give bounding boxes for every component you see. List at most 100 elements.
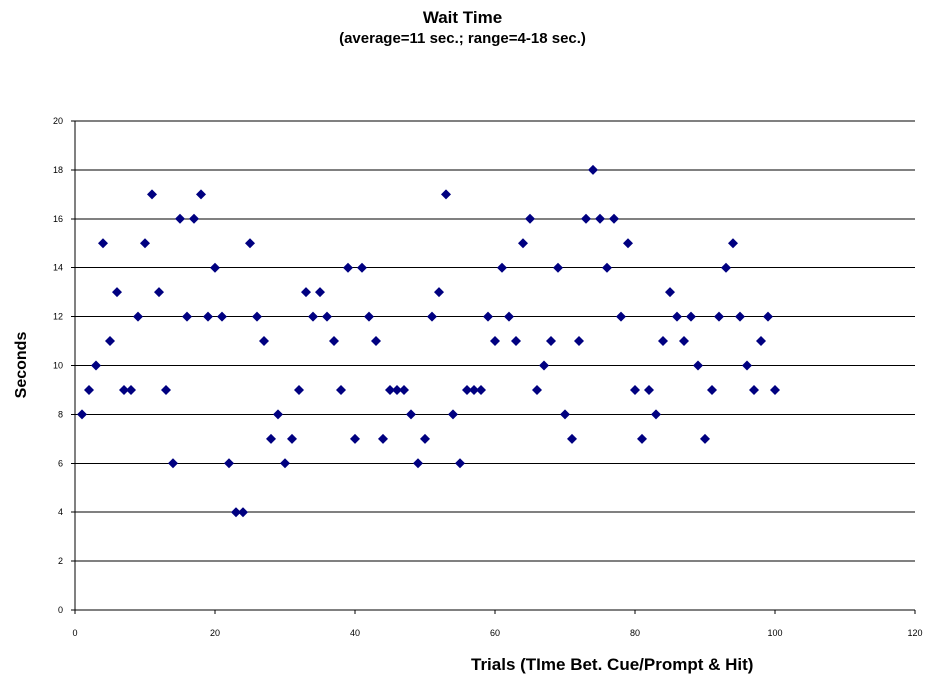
data-point [770, 384, 780, 395]
data-point [259, 336, 269, 347]
x-tick-label: 20 [210, 628, 220, 638]
y-tick-label: 8 [58, 409, 63, 419]
data-point [378, 433, 388, 444]
data-point [574, 336, 584, 347]
data-point [518, 238, 528, 249]
data-point [147, 189, 157, 200]
data-point [154, 287, 164, 298]
data-point [637, 433, 647, 444]
data-point [609, 213, 619, 224]
data-point [231, 507, 241, 518]
x-tick-label: 60 [490, 628, 500, 638]
data-point [273, 409, 283, 420]
data-point [721, 262, 731, 273]
data-point [511, 336, 521, 347]
data-point [175, 213, 185, 224]
data-point [742, 360, 752, 371]
data-point [140, 238, 150, 249]
data-point [105, 336, 115, 347]
y-tick-label: 10 [53, 361, 63, 371]
data-point [679, 336, 689, 347]
data-point [364, 311, 374, 322]
data-point [630, 384, 640, 395]
data-point [98, 238, 108, 249]
data-point [490, 336, 500, 347]
y-tick-label: 16 [53, 214, 63, 224]
data-point [350, 433, 360, 444]
data-point [560, 409, 570, 420]
y-tick-label: 6 [58, 458, 63, 468]
data-point [644, 384, 654, 395]
data-point [196, 189, 206, 200]
data-point [427, 311, 437, 322]
x-tick-label: 80 [630, 628, 640, 638]
data-point [91, 360, 101, 371]
data-point [756, 336, 766, 347]
data-point [112, 287, 122, 298]
data-point [203, 311, 213, 322]
y-tick-labels: 0 2 4 6 8 10 12 14 16 18 20 [53, 116, 63, 615]
data-point [357, 262, 367, 273]
data-point [441, 189, 451, 200]
data-point [763, 311, 773, 322]
data-point [483, 311, 493, 322]
data-point [343, 262, 353, 273]
y-tick-label: 12 [53, 312, 63, 322]
data-point [469, 384, 479, 395]
data-point [399, 384, 409, 395]
data-point [371, 336, 381, 347]
data-point [553, 262, 563, 273]
data-point [420, 433, 430, 444]
data-point [525, 213, 535, 224]
data-point [546, 336, 556, 347]
data-point [336, 384, 346, 395]
data-points [77, 164, 780, 518]
data-point [497, 262, 507, 273]
data-point [686, 311, 696, 322]
data-point [665, 287, 675, 298]
data-point [448, 409, 458, 420]
data-point [84, 384, 94, 395]
data-point [315, 287, 325, 298]
data-point [168, 458, 178, 469]
data-point [749, 384, 759, 395]
data-point [616, 311, 626, 322]
data-point [434, 287, 444, 298]
data-point [119, 384, 129, 395]
data-point [224, 458, 234, 469]
data-point [406, 409, 416, 420]
data-point [539, 360, 549, 371]
data-point [581, 213, 591, 224]
x-tick-label: 120 [907, 628, 922, 638]
data-point [532, 384, 542, 395]
data-point [735, 311, 745, 322]
data-point [217, 311, 227, 322]
data-point [588, 164, 598, 175]
y-tick-label: 4 [58, 507, 63, 517]
data-point [238, 507, 248, 518]
data-point [329, 336, 339, 347]
data-point [322, 311, 332, 322]
data-point [280, 458, 290, 469]
x-tick-labels: 0 20 40 60 80 100 120 [72, 628, 922, 638]
data-point [252, 311, 262, 322]
chart-subtitle: (average=11 sec.; range=4-18 sec.) [339, 30, 586, 47]
data-point [161, 384, 171, 395]
data-point [651, 409, 661, 420]
data-point [595, 213, 605, 224]
data-point [714, 311, 724, 322]
x-tick-label: 0 [72, 628, 77, 638]
chart-title: Wait Time [422, 8, 503, 27]
data-point [567, 433, 577, 444]
data-point [266, 433, 276, 444]
axes [71, 120, 916, 614]
data-point [707, 384, 717, 395]
data-point [455, 458, 465, 469]
data-point [700, 433, 710, 444]
data-point [693, 360, 703, 371]
y-tick-label: 20 [53, 116, 63, 126]
data-point [133, 311, 143, 322]
data-point [462, 384, 472, 395]
data-point [294, 384, 304, 395]
y-tick-label: 2 [58, 556, 63, 566]
